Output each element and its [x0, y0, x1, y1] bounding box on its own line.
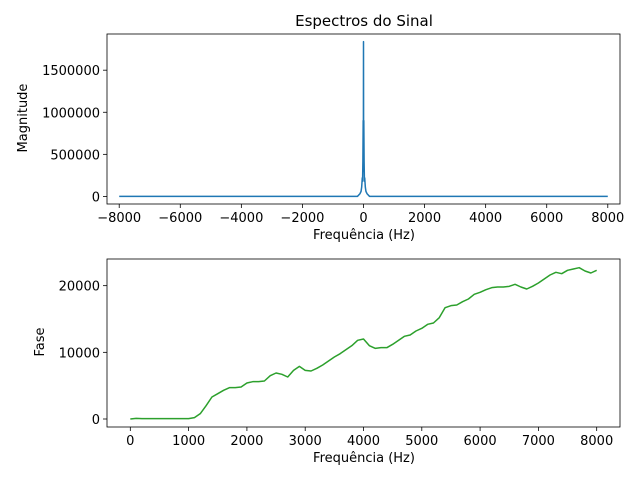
phase-x-tick-label: 7000: [522, 434, 555, 449]
phase-x-tick-label: 8000: [580, 434, 613, 449]
phase-y-axis-label: Fase: [33, 327, 48, 356]
magnitude-chart: Espectros do Sinal −8000 −6000 −4000 −2000 0…: [16, 12, 624, 243]
magnitude-y-ticks: 0 500000 1000000 1500000: [42, 64, 107, 205]
phase-x-tick-label: 0: [126, 434, 134, 449]
magnitude-x-tick-label: 6000: [530, 211, 563, 226]
phase-x-tick-label: 1000: [172, 434, 205, 449]
phase-series-line: [130, 266, 597, 420]
chart-title: Espectros do Sinal: [295, 12, 433, 30]
phase-x-tick-label: 3000: [289, 434, 322, 449]
magnitude-x-tick-label: −6000: [158, 211, 202, 226]
phase-x-axis-label: Frequência (Hz): [313, 451, 415, 466]
magnitude-x-tick-label: −2000: [280, 211, 324, 226]
magnitude-y-tick-label: 1000000: [42, 106, 100, 121]
phase-x-tick-label: 4000: [347, 434, 380, 449]
phase-y-tick-label: 20000: [59, 280, 100, 295]
phase-y-tick-label: 0: [92, 413, 100, 428]
phase-y-ticks: 0 10000 20000: [59, 280, 107, 428]
magnitude-x-tick-label: −4000: [219, 211, 263, 226]
phase-x-tick-label: 5000: [405, 434, 438, 449]
magnitude-x-tick-label: 4000: [469, 211, 502, 226]
phase-x-ticks: 0 1000 2000 3000 4000 5000 6000 7000 8000: [126, 427, 613, 449]
magnitude-y-tick-label: 0: [92, 190, 100, 205]
magnitude-x-tick-label: 2000: [408, 211, 441, 226]
phase-x-tick-label: 2000: [230, 434, 263, 449]
magnitude-x-tick-label: 8000: [591, 211, 624, 226]
phase-plot-area: [106, 258, 621, 428]
magnitude-x-ticks: −8000 −6000 −4000 −2000 0 2000 4000 6000 8000: [97, 204, 624, 226]
magnitude-y-axis-label: Magnitude: [16, 84, 31, 153]
magnitude-y-tick-label: 500000: [50, 148, 100, 163]
phase-x-tick-label: 6000: [464, 434, 497, 449]
magnitude-x-tick-label: −8000: [97, 211, 141, 226]
magnitude-series-line: [119, 40, 608, 198]
magnitude-y-tick-label: 1500000: [42, 64, 100, 79]
magnitude-x-tick-label: 0: [359, 211, 367, 226]
phase-y-tick-label: 10000: [59, 346, 100, 361]
phase-axes-frame: [106, 258, 621, 428]
magnitude-plot-area: [106, 33, 621, 205]
phase-chart: 0 1000 2000 3000 4000 5000 6000 7000 8000 0 10000…: [33, 258, 621, 466]
magnitude-x-axis-label: Frequência (Hz): [313, 228, 415, 243]
